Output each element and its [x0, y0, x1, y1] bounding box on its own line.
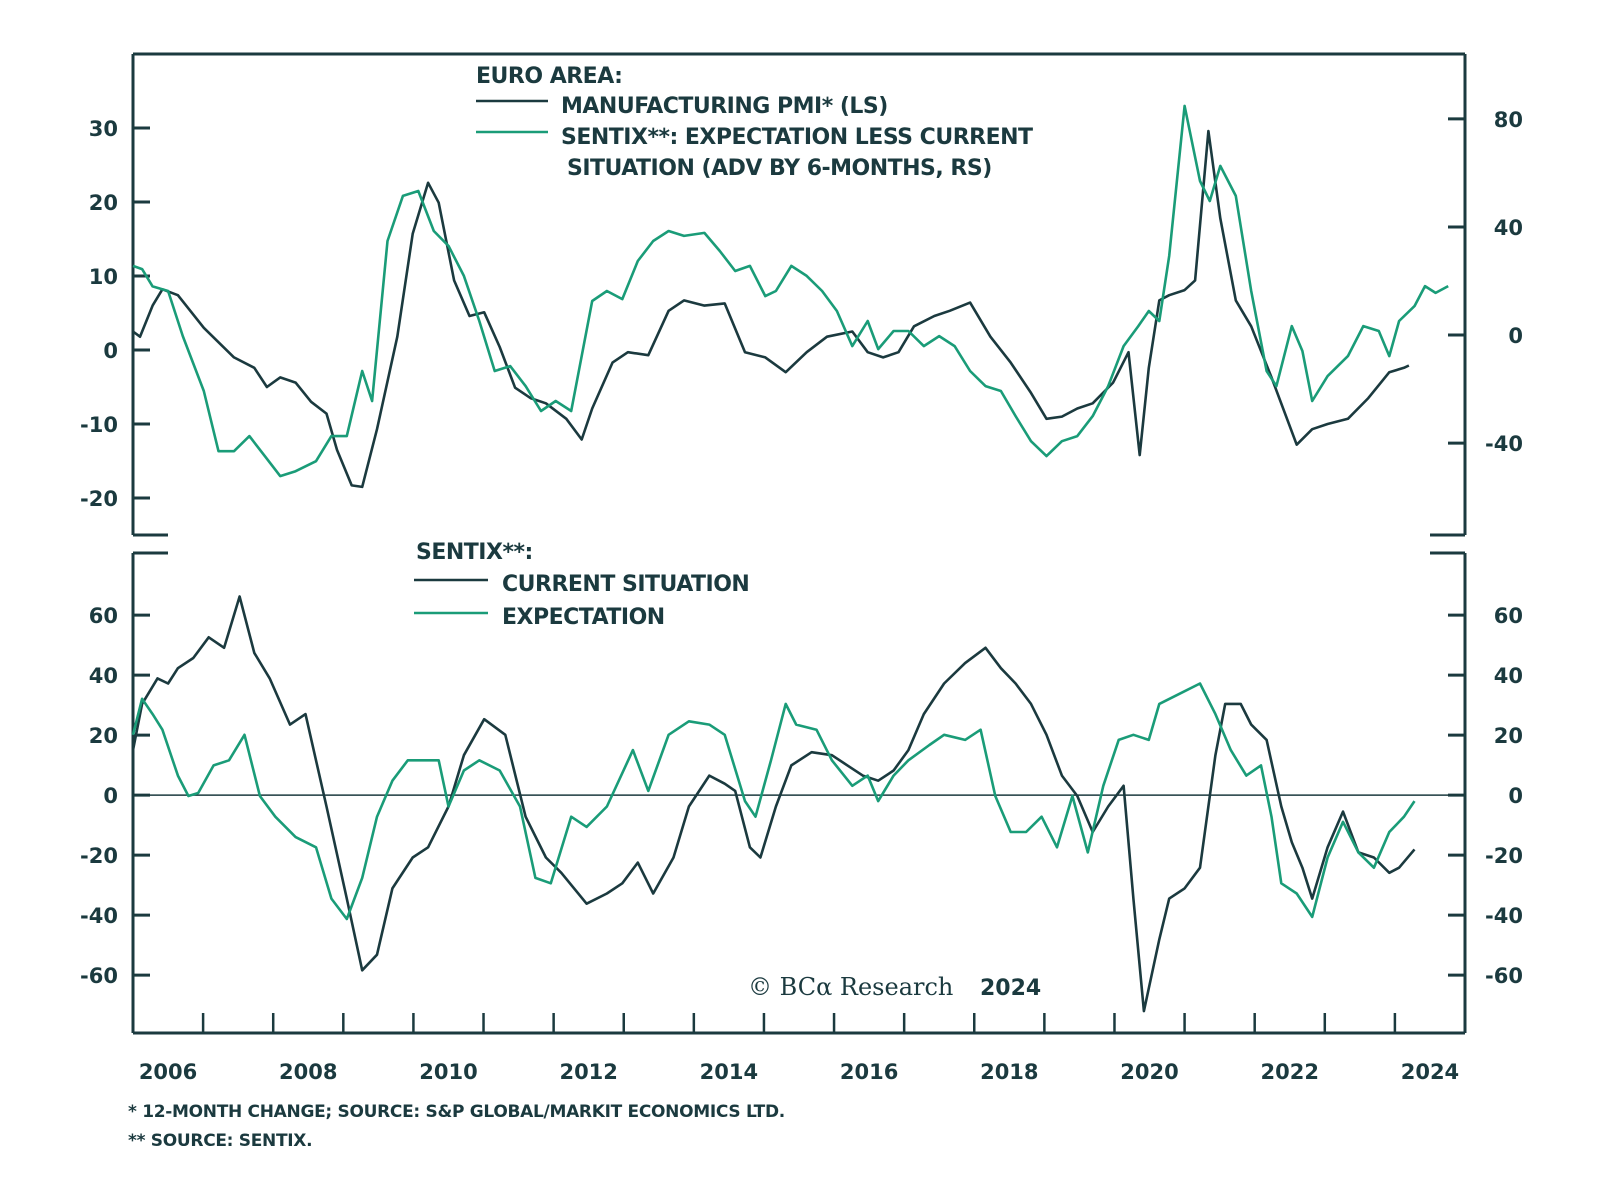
top-left-tick-label: -20 [80, 487, 118, 511]
bottom-legend-title: SENTIX**: [416, 540, 533, 565]
footnote-pmi: * 12-MONTH CHANGE; SOURCE: S&P GLOBAL/MA… [128, 1102, 785, 1122]
legend-label-pmi: MANUFACTURING PMI* (LS) [561, 94, 888, 119]
top-panel: -20 -10 0 10 20 30 -40 0 40 80 [80, 52, 1523, 537]
bottom-right-tick-label: 60 [1494, 604, 1523, 628]
bottom-right-tick-label: -60 [1485, 964, 1523, 988]
bottom-left-tick-label: 20 [89, 724, 118, 748]
legend-label-sentix-diff: SENTIX**: EXPECTATION LESS CURRENT [561, 125, 1033, 150]
bottom-left-tick-label: -20 [80, 844, 118, 868]
bottom-legend: SENTIX**: CURRENT SITUATION EXPECTATION [414, 540, 750, 630]
top-series-sentix-expectation-less-current-situation-adv-by-6-months-rs [132, 104, 1449, 478]
top-legend: EURO AREA: MANUFACTURING PMI* (LS) SENTI… [476, 64, 1034, 181]
copyright-text: © BCα Research [748, 973, 953, 1001]
x-tick-label: 2008 [279, 1060, 337, 1084]
legend-label-expectation: EXPECTATION [502, 605, 665, 630]
x-tick-label: 2020 [1120, 1060, 1178, 1084]
bottom-left-tick-label: 40 [89, 664, 118, 688]
bottom-right-tick-label: 40 [1494, 664, 1523, 688]
bottom-right-tick-label: 20 [1494, 724, 1523, 748]
bottom-right-tick-label: 0 [1508, 784, 1523, 808]
bottom-right-tick-label: -20 [1485, 844, 1523, 868]
x-axis: 2006 2008 2010 2012 2014 2016 2018 2020 2022 2024 [139, 1013, 1459, 1084]
legend-label-sentix-diff-line2: SITUATION (ADV BY 6-MONTHS, RS) [567, 156, 992, 181]
top-left-tick-label: 30 [89, 117, 118, 141]
copyright: © BCα Research 2024 [748, 973, 1041, 1001]
bottom-left-tick-label: 0 [103, 784, 118, 808]
top-right-tick-label: 40 [1494, 216, 1523, 240]
top-right-tick-label: 0 [1508, 324, 1523, 348]
x-tick-label: 2024 [1401, 1060, 1459, 1084]
top-left-tick-label: 10 [89, 265, 118, 289]
copyright-year: 2024 [980, 976, 1041, 1001]
footnote-sentix: ** SOURCE: SENTIX. [128, 1131, 313, 1151]
bottom-left-tick-label: 60 [89, 604, 118, 628]
bottom-left-tick-label: -40 [80, 904, 118, 928]
top-left-tick-label: -10 [80, 413, 118, 437]
legend-label-current: CURRENT SITUATION [502, 572, 749, 597]
top-series-manufacturing-pmi-ls [132, 129, 1410, 489]
top-left-tick-label: 0 [103, 339, 118, 363]
bottom-right-tick-label: -40 [1485, 904, 1523, 928]
top-left-tick-label: 20 [89, 191, 118, 215]
x-tick-label: 2018 [980, 1060, 1038, 1084]
x-tick-label: 2022 [1261, 1060, 1319, 1084]
x-tick-label: 2014 [700, 1060, 758, 1084]
top-legend-title: EURO AREA: [476, 64, 622, 89]
x-tick-label: 2012 [559, 1060, 617, 1084]
x-tick-label: 2006 [139, 1060, 197, 1084]
top-right-tick-label: 80 [1494, 108, 1523, 132]
x-tick-label: 2010 [419, 1060, 477, 1084]
x-tick-label: 2016 [840, 1060, 898, 1084]
bottom-series-expectation [131, 682, 1416, 921]
bottom-left-tick-label: -60 [80, 964, 118, 988]
bottom-series-current-situation [131, 595, 1416, 1013]
bottom-panel: -60 -40 -20 0 20 40 60 -60 -40 -20 0 20 40 60 [80, 551, 1523, 1035]
top-right-tick-label: -40 [1485, 432, 1523, 456]
